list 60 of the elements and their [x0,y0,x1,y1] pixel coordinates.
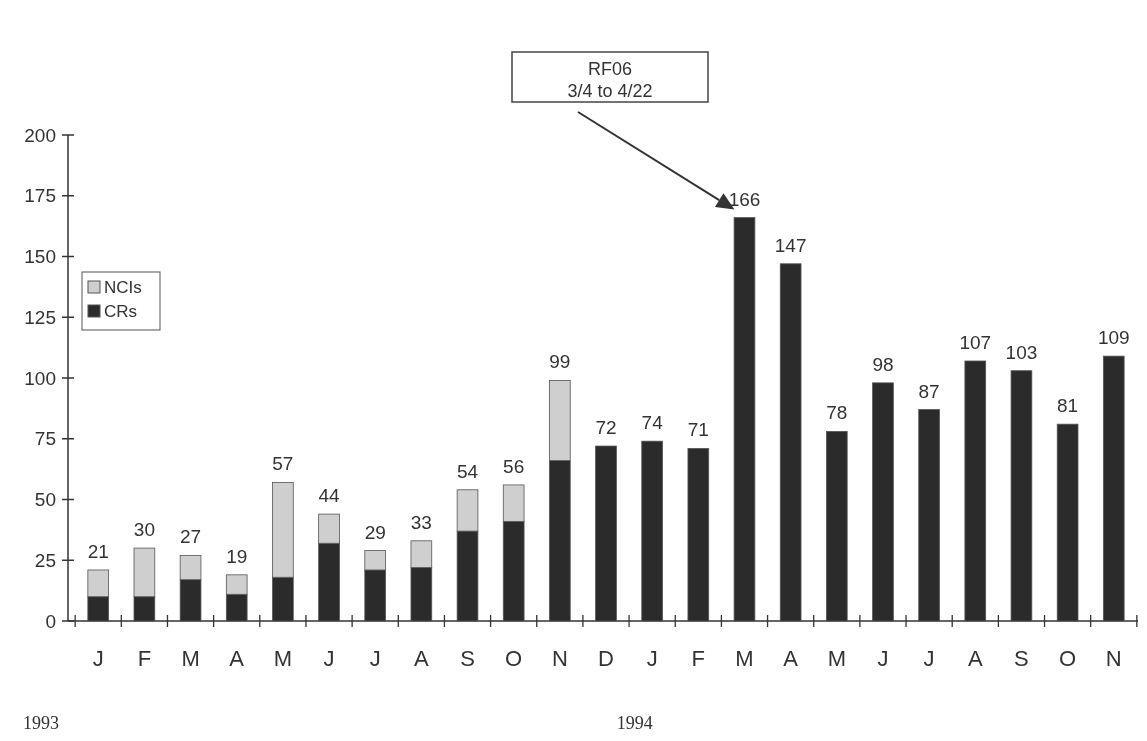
total-label: 54 [456,460,479,482]
x-tick-label: D [598,646,614,671]
total-label: 78 [826,402,848,424]
y-tick-label: 200 [24,124,56,146]
x-tick-label: N [551,646,568,671]
x-tick-label: O [505,646,523,671]
y-tick-label: 50 [34,489,56,511]
text: 1993 [23,713,59,733]
legend-label: CRs [104,301,138,321]
total-label: 57 [272,453,294,475]
x-tick-label: A [414,646,430,671]
x-tick-label: J [923,646,935,671]
x-tick-label: O [1059,646,1077,671]
x-tick-label: F [691,646,706,671]
x-tick-label: F [137,646,152,671]
y-tick-label: 125 [24,306,56,328]
total-label: 19 [226,545,248,567]
total-label: 166 [728,188,761,210]
legend-label: NCIs [104,277,142,297]
x-tick-label: J [323,646,335,671]
x-tick-label: N [1105,646,1122,671]
y-tick-label: 75 [34,428,56,450]
total-label: 44 [318,485,341,507]
x-tick-label: J [646,646,658,671]
x-tick-label: A [229,646,245,671]
total-label: 27 [179,526,202,548]
total-label: 21 [87,540,109,562]
total-label: 81 [1057,395,1079,417]
total-label: 33 [410,511,432,533]
total-label: 71 [687,419,709,441]
total-label: 103 [1005,341,1038,363]
y-tick-label: 0 [45,610,56,632]
x-tick-label: M [273,646,293,671]
total-label: 109 [1097,327,1130,349]
y-tick-label: 100 [24,367,56,389]
total-label: 74 [641,412,664,434]
total-label: 56 [503,455,525,477]
total-label: 107 [959,331,992,353]
x-tick-label: S [460,646,475,671]
text: RF06 3/4 to 4/22 [567,59,653,102]
x-tick-label: M [181,646,200,671]
total-label: 99 [549,351,571,373]
x-tick-label: A [783,646,799,671]
total-label: 147 [774,234,807,256]
x-tick-label: J [877,646,889,671]
x-tick-label: J [369,646,381,671]
y-tick-label: 150 [24,246,56,268]
total-label: 87 [918,380,940,402]
x-tick-label: M [735,646,754,671]
x-tick-label: M [827,646,846,671]
total-label: 29 [364,521,386,543]
total-label: 98 [872,353,894,375]
text: 1994 [616,713,653,733]
y-tick-label: 25 [34,549,56,571]
total-label: 30 [133,519,155,541]
x-tick-label: S [1014,646,1029,671]
x-tick-label: J [92,646,104,671]
x-tick-label: A [967,646,983,671]
total-label: 72 [595,417,617,439]
y-tick-label: 175 [24,185,56,207]
